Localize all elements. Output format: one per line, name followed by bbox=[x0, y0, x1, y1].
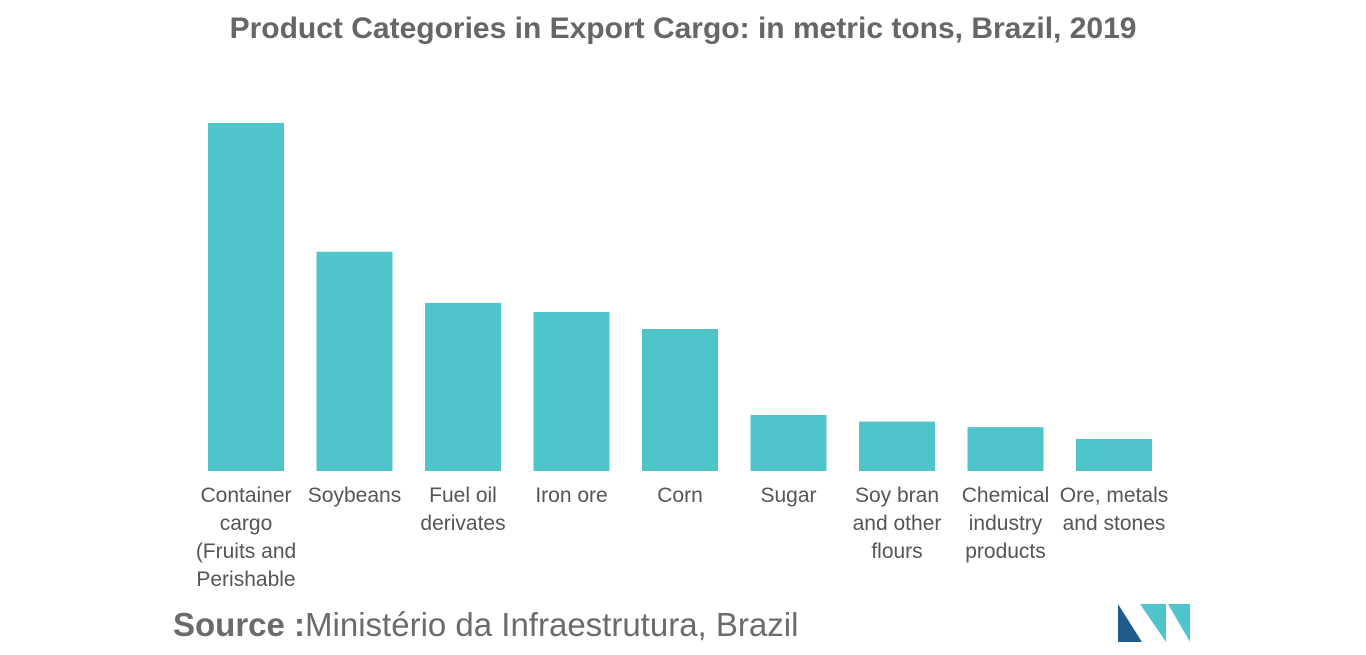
bar-4 bbox=[642, 329, 718, 471]
x-tick-label-7: Chemical industry products bbox=[962, 484, 1050, 563]
x-tick-label-3: Iron ore bbox=[535, 484, 607, 507]
bar-2 bbox=[425, 302, 501, 471]
bar-8 bbox=[1076, 438, 1152, 471]
x-tick-label-line: Chemical bbox=[962, 484, 1050, 507]
x-tick-label-6: Soy bran and other flours bbox=[853, 484, 942, 563]
x-tick-label-line: Soybeans bbox=[308, 484, 401, 507]
x-tick-label-2: Fuel oil derivates bbox=[420, 484, 505, 535]
x-tick-label-4: Corn bbox=[657, 484, 703, 507]
x-tick-label-line: Corn bbox=[657, 484, 703, 507]
x-tick-label-line: (Fruits and bbox=[196, 540, 296, 563]
x-tick-label-8: Ore, metals and stones bbox=[1060, 484, 1169, 535]
logo-shape-right bbox=[1168, 604, 1190, 642]
bar-7 bbox=[967, 427, 1044, 471]
x-tick-label-line: Iron ore bbox=[535, 484, 607, 507]
x-tick-label-line: industry bbox=[969, 512, 1043, 535]
x-tick-label-line: and other bbox=[853, 512, 942, 535]
chart-title: Product Categories in Export Cargo: in m… bbox=[229, 12, 1137, 45]
logo-shape-mid bbox=[1140, 604, 1166, 642]
bar-1 bbox=[316, 251, 393, 471]
x-tick-label-line: Container bbox=[200, 484, 291, 507]
logo-shape-left bbox=[1118, 604, 1142, 642]
bars-group bbox=[208, 123, 1152, 471]
x-tick-label-line: products bbox=[965, 540, 1046, 563]
bar-5 bbox=[750, 414, 827, 471]
x-tick-label-line: Fuel oil bbox=[429, 484, 497, 507]
x-tick-label-0: Container cargo (Fruits and Perishable bbox=[196, 484, 296, 591]
source-label: Source : bbox=[173, 606, 306, 643]
mordor-intelligence-logo bbox=[1118, 604, 1190, 642]
category-labels-group: Container cargo (Fruits and Perishable Soybe… bbox=[196, 484, 1168, 591]
bar-0 bbox=[208, 123, 284, 471]
x-tick-label-line: Sugar bbox=[760, 484, 816, 507]
source-note: Source :Ministério da Infraestrutura, Br… bbox=[173, 606, 798, 644]
bar-3 bbox=[533, 311, 610, 471]
x-tick-label-1: Soybeans bbox=[308, 484, 401, 507]
x-tick-label-line: derivates bbox=[420, 512, 505, 535]
x-tick-label-line: cargo bbox=[220, 512, 273, 535]
x-tick-label-5: Sugar bbox=[760, 484, 816, 507]
x-tick-label-line: Soy bran bbox=[855, 484, 939, 507]
x-tick-label-line: flours bbox=[871, 540, 922, 563]
x-tick-label-line: Perishable bbox=[196, 568, 295, 591]
bar-6 bbox=[859, 421, 935, 471]
source-text: Ministério da Infraestrutura, Brazil bbox=[305, 606, 799, 643]
x-tick-label-line: and stones bbox=[1063, 512, 1166, 535]
x-tick-label-line: Ore, metals bbox=[1060, 484, 1169, 507]
